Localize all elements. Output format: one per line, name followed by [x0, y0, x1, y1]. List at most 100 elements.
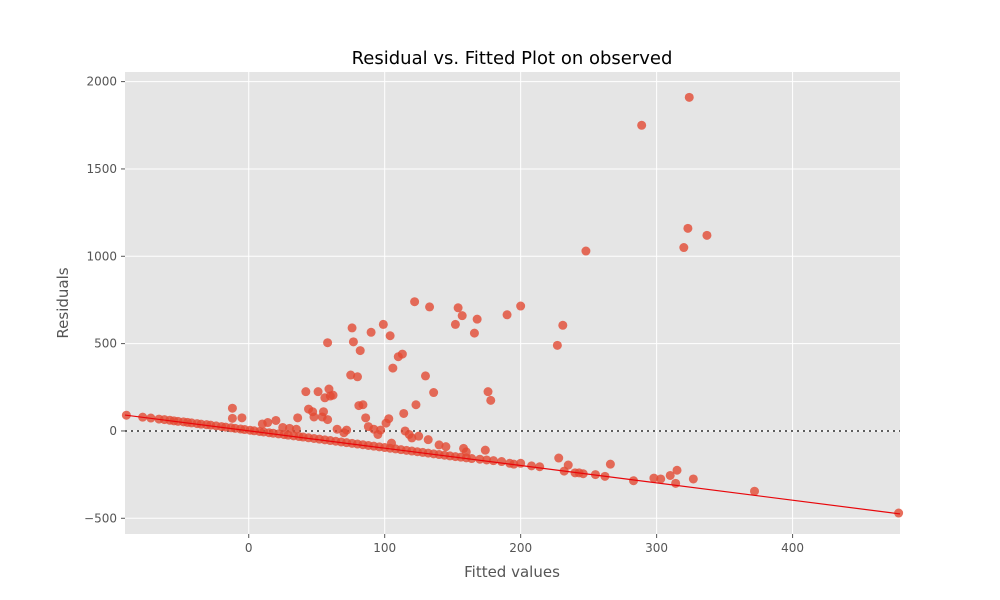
scatter-point [535, 462, 545, 472]
scatter-point [450, 319, 460, 329]
y-ticks: −500 0 500 1000 1500 2000 [84, 75, 125, 525]
scatter-point [475, 454, 485, 464]
scatter-point [237, 413, 247, 423]
scatter-point [679, 243, 689, 253]
scatter-point [434, 440, 444, 450]
scatter-point [671, 478, 681, 488]
scatter-point [629, 476, 639, 486]
scatter-point [527, 461, 537, 471]
scatter-point [750, 486, 760, 496]
x-axis-label: Fitted values [464, 563, 560, 581]
scatter-point [441, 442, 451, 452]
scatter-point [384, 414, 394, 424]
scatter-point [376, 425, 386, 435]
scatter-point [301, 387, 311, 397]
scatter-point [323, 338, 333, 348]
x-tick-label: 400 [781, 541, 804, 555]
scatter-point [411, 400, 421, 410]
scatter-point [328, 390, 338, 400]
scatter-point [291, 424, 301, 434]
scatter-point [688, 474, 698, 484]
scatter-point [414, 431, 424, 441]
scatter-point [397, 349, 407, 359]
x-tick-label: 100 [373, 541, 396, 555]
y-axis-label: Residuals [54, 267, 72, 338]
scatter-point [461, 447, 471, 457]
scatter-point [285, 423, 295, 433]
plot-background [125, 72, 900, 534]
scatter-point [348, 337, 358, 347]
y-tick-label: 500 [94, 337, 117, 351]
scatter-point [399, 408, 409, 418]
x-tick-label: 200 [509, 541, 532, 555]
scatter-point [407, 433, 417, 443]
scatter-point [332, 424, 342, 434]
scatter-point [457, 311, 467, 321]
scatter-point [227, 413, 237, 423]
scatter-point [342, 425, 352, 435]
scatter-point [257, 419, 267, 429]
y-tick-label: 1500 [86, 162, 117, 176]
scatter-point [467, 454, 477, 464]
scatter-point [313, 387, 323, 397]
scatter-point [637, 120, 647, 130]
scatter-point [361, 413, 371, 423]
scatter-point [278, 422, 288, 432]
scatter-point [605, 459, 615, 469]
scatter-point [665, 470, 675, 480]
scatter-point [347, 323, 357, 333]
chart-title: Residual vs. Fitted Plot on observed [352, 48, 673, 69]
x-tick-label: 0 [245, 541, 253, 555]
scatter-point [480, 445, 490, 455]
scatter-point [385, 331, 395, 341]
scatter-point [683, 223, 693, 233]
scatter-point [227, 403, 237, 413]
scatter-point [554, 453, 564, 463]
scatter-point [516, 301, 526, 311]
scatter-point [552, 340, 562, 350]
scatter-point [293, 413, 303, 423]
scatter-point [563, 460, 573, 470]
scatter-point [656, 474, 666, 484]
scatter-point [346, 370, 356, 380]
scatter-point [702, 230, 712, 240]
scatter-point [894, 508, 904, 518]
scatter-point [323, 415, 333, 425]
y-tick-label: 1000 [86, 249, 117, 263]
scatter-point [429, 388, 439, 398]
scatter-point [355, 346, 365, 356]
scatter-point [358, 400, 368, 410]
scatter-points [121, 92, 904, 518]
scatter-point [425, 302, 435, 312]
scatter-point [684, 92, 694, 102]
scatter-point [649, 473, 659, 483]
scatter-point [453, 303, 463, 313]
scatter-point [482, 455, 492, 465]
y-tick-label: 0 [109, 424, 117, 438]
scatter-point [353, 372, 362, 382]
scatter-point [271, 415, 281, 425]
scatter-point [472, 314, 482, 324]
scatter-point [581, 246, 591, 256]
scatter-point [309, 412, 319, 422]
scatter-point [378, 319, 388, 329]
y-tick-label: 2000 [86, 75, 117, 89]
scatter-point [469, 328, 479, 338]
scatter-point [502, 310, 512, 320]
x-ticks: 0 100 200 300 400 [245, 534, 804, 555]
scatter-point [497, 457, 507, 467]
scatter-point [486, 395, 496, 405]
scatter-point [558, 320, 568, 330]
scatter-point [366, 327, 376, 337]
scatter-point [488, 456, 498, 466]
scatter-point [319, 407, 329, 417]
scatter-point [388, 363, 398, 373]
scatter-point [420, 371, 430, 381]
scatter-point [423, 435, 433, 445]
scatter-point [483, 387, 493, 397]
scatter-point [672, 465, 682, 475]
x-tick-label: 300 [645, 541, 668, 555]
fit-line [124, 414, 901, 515]
y-tick-label: −500 [84, 511, 117, 525]
